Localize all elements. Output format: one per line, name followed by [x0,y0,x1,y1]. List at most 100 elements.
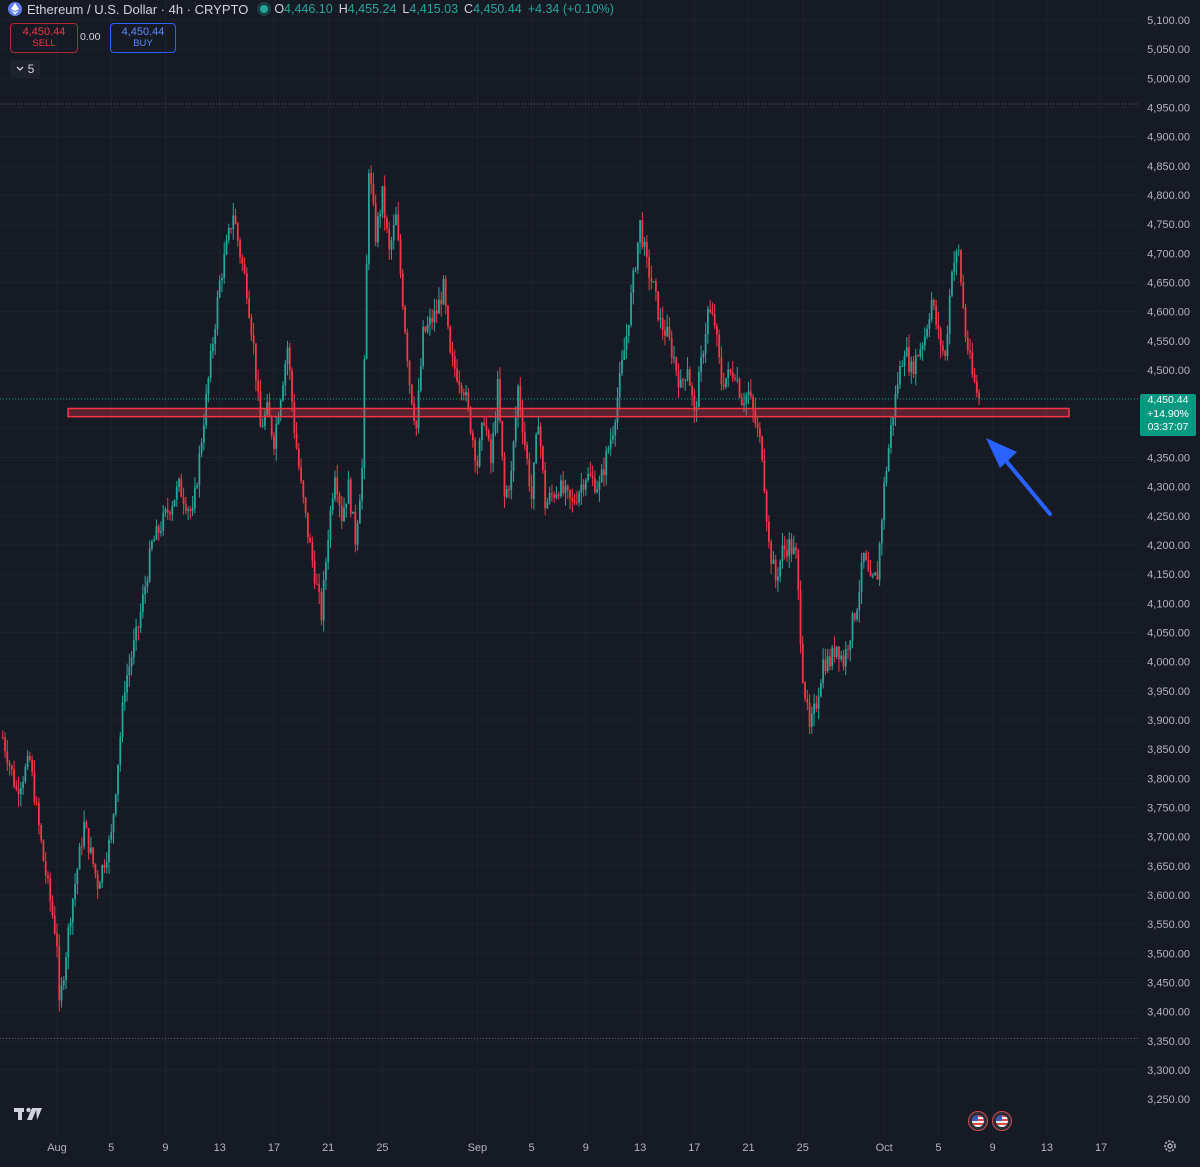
candle-body [492,432,495,464]
candle-body [254,343,257,381]
candle-body [505,489,508,497]
chart-header: Ethereum / U.S. Dollar · 4h · CRYPTO O4,… [8,0,614,18]
candle-body [736,379,739,381]
candle-body [578,492,580,503]
time-tick-label: 17 [268,1142,280,1154]
candle-body [160,530,162,533]
gear-icon[interactable] [1163,1139,1177,1153]
buy-button[interactable]: 4,450.44 BUY [110,23,176,53]
candle-body [392,225,395,241]
candle-body [401,273,404,307]
time-tick-label: 13 [1041,1142,1053,1154]
price-tick-label: 3,950.00 [1147,686,1190,698]
candle-body [731,372,734,379]
candle-body [105,861,108,868]
candle-body [99,882,101,889]
arrow-icon[interactable] [986,438,1052,516]
support-zone[interactable] [67,407,1070,418]
candle-body [304,497,307,513]
candle-body [636,242,639,270]
candle-body [607,448,610,452]
candle-body [311,542,314,561]
us-flag-icon[interactable] [992,1111,1012,1131]
candle-body [702,353,705,358]
sell-button[interactable]: 4,450.44 SELL [10,23,78,53]
candle-body [824,659,827,672]
candle-body [386,218,388,229]
indicators-toggle-button[interactable]: 5 [10,60,40,78]
candle-body [562,480,565,493]
candle-body [713,314,716,326]
candle-body [365,263,368,360]
candle-body [548,493,551,502]
range-lines [0,103,1138,1039]
candle-body [243,263,246,274]
candle-body [639,220,641,243]
candle-body [598,481,601,490]
candle-body [634,269,637,271]
candle-body [62,980,65,986]
candle-body [162,512,165,531]
time-axis[interactable] [0,1136,1200,1167]
candle-body [503,456,506,497]
candle-body [555,494,558,498]
candle-body [876,572,879,580]
candle-body [720,357,723,385]
candle-body [200,442,203,454]
candle-body [530,486,533,499]
candle-body [926,328,928,337]
symbol-title[interactable]: Ethereum / U.S. Dollar · 4h · CRYPTO [27,1,249,17]
candle-body [790,539,793,554]
candle-body [374,203,377,243]
candle-body [336,477,339,495]
time-tick-label: 9 [162,1142,168,1154]
candle-body [141,594,144,612]
candle-body [169,512,171,515]
candle-body [214,328,217,345]
candle-body [209,351,212,379]
us-flag-icon[interactable] [968,1111,988,1131]
candle-body [180,478,183,498]
candle-body [221,277,223,281]
candle-body [234,215,237,224]
tradingview-logo[interactable] [14,1106,44,1122]
price-tick-label: 4,300.00 [1147,482,1190,494]
time-tick-label: 13 [214,1142,226,1154]
market-status-icon[interactable] [260,5,269,13]
candle-body [939,328,942,346]
candle-body [268,401,271,417]
candle-body [487,430,490,440]
candle-body [969,350,971,353]
candle-body [33,771,36,803]
price-axis[interactable] [1138,0,1200,1136]
price-tick-label: 3,650.00 [1147,861,1190,873]
candle-body [494,420,497,433]
time-tick-label: 17 [688,1142,700,1154]
candle-body [112,814,115,833]
candle-body [630,292,632,325]
candle-body [8,763,11,766]
candle-body [42,840,45,861]
candle-body [747,391,750,395]
candle-body [171,506,174,515]
candle-body [878,543,881,580]
candle-body [580,484,583,493]
candle-body [293,401,296,434]
candle-body [831,647,834,667]
candle-body [277,417,280,424]
candle-body [252,335,255,344]
candle-body [596,489,599,493]
candle-body [182,497,185,504]
candle-body [435,310,438,314]
candle-body [905,347,908,356]
candle-body [15,786,18,789]
candle-body [844,649,847,667]
candle-body [722,384,725,387]
candle-body [960,250,962,283]
candle-body [847,649,849,651]
candle-body [632,270,635,293]
candle-body [704,333,707,354]
candle-body [207,378,210,394]
candle-body [910,361,913,372]
